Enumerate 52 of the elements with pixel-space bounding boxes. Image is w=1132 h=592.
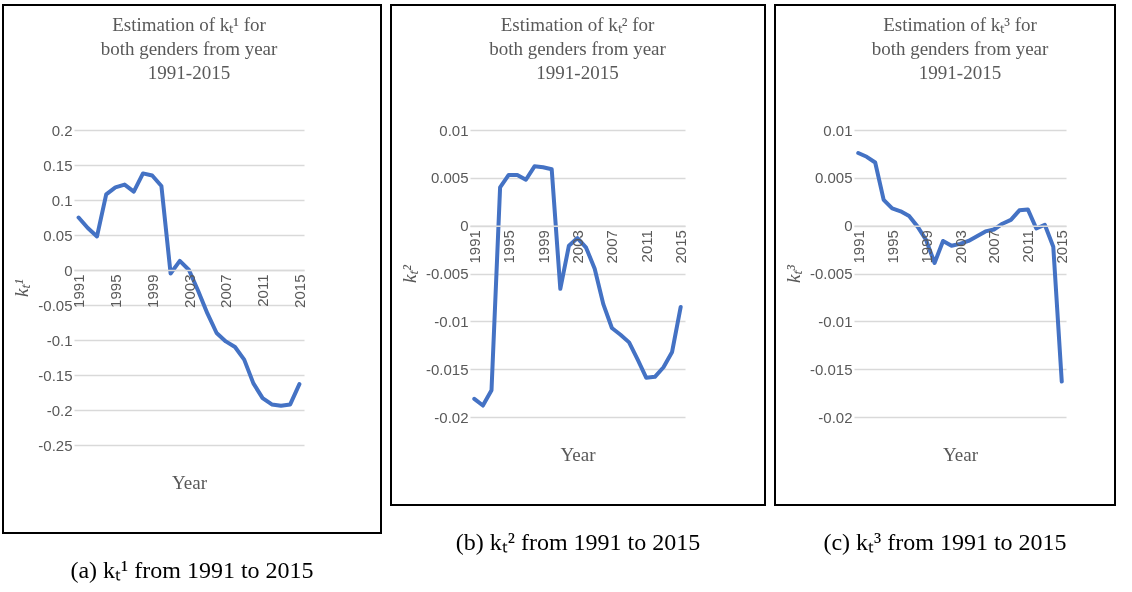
x-tick-label: 2007 xyxy=(603,230,621,264)
x-axis-title: Year xyxy=(942,443,979,465)
y-tick-label: -0.1 xyxy=(46,331,73,349)
y-tick-label: 0.2 xyxy=(51,121,73,139)
y-tick-label: -0.015 xyxy=(809,360,853,378)
x-tick-label: 2003 xyxy=(569,230,586,264)
chart-title: Estimation of kₜ¹ for both genders from year 1991-2015 xyxy=(100,14,279,83)
y-tick-label: 0.1 xyxy=(51,191,73,209)
x-tick-label: 2003 xyxy=(951,230,969,264)
x-tick-label: 2007 xyxy=(217,274,235,308)
x-tick-label: 2015 xyxy=(672,230,690,264)
y-tick-label: 0.005 xyxy=(814,169,853,187)
y-axis-title: kₜ¹ xyxy=(11,278,33,298)
text: (b) kₜ² from 1991 to 2015 xyxy=(455,528,701,557)
text: (a) kₜ¹ from 1991 to 2015 xyxy=(70,556,314,585)
chart-title: Estimation of kₜ² for both genders from year 1991-2015 xyxy=(489,14,667,83)
y-tick-label: -0.25 xyxy=(38,436,73,454)
x-tick-label: 2015 xyxy=(1053,230,1071,264)
x-tick-label: 2011 xyxy=(254,274,272,307)
x-tick-label: 1999 xyxy=(143,274,161,308)
y-tick-label: 0.01 xyxy=(823,121,853,139)
y-tick-label: -0.15 xyxy=(38,366,73,384)
x-tick-label: 1995 xyxy=(500,230,518,264)
y-tick-label: 0.15 xyxy=(43,156,73,174)
y-tick-label: -0.05 xyxy=(38,296,73,314)
y-tick-label: 0 xyxy=(64,261,73,279)
y-tick-label: -0.01 xyxy=(818,312,853,330)
x-tick-label: 2007 xyxy=(985,230,1003,264)
y-tick-label: -0.005 xyxy=(809,265,853,282)
x-tick-label: 1999 xyxy=(534,230,552,264)
chart-title: Estimation of kₜ³ for both genders from year 1991-2015 xyxy=(871,14,1050,83)
y-tick-label: -0.005 xyxy=(425,265,469,282)
x-tick-label: 2015 xyxy=(290,274,308,308)
y-tick-label: -0.01 xyxy=(434,312,469,330)
y-axis-title: kₜ³ xyxy=(782,264,804,284)
text: (c) kₜ³ from 1991 to 2015 xyxy=(823,528,1067,557)
y-tick-label: 0.005 xyxy=(430,169,469,187)
x-tick-label: 1995 xyxy=(106,274,124,308)
y-tick-label: -0.02 xyxy=(434,408,469,426)
x-tick-label: 1999 xyxy=(917,230,935,264)
x-tick-label: 1995 xyxy=(883,230,901,264)
x-axis-title: Year xyxy=(560,443,597,465)
y-tick-label: -0.02 xyxy=(818,408,853,426)
y-tick-label: 0.05 xyxy=(43,226,73,244)
x-tick-label: 2003 xyxy=(180,274,198,308)
x-tick-label: 2011 xyxy=(1019,230,1037,263)
y-tick-label: 0.01 xyxy=(439,121,469,139)
y-axis-title: kₜ² xyxy=(398,264,420,284)
x-axis-title: Year xyxy=(171,471,208,493)
y-tick-label: -0.2 xyxy=(46,401,73,419)
x-tick-label: 2011 xyxy=(637,230,655,263)
y-tick-label: -0.015 xyxy=(425,360,469,378)
